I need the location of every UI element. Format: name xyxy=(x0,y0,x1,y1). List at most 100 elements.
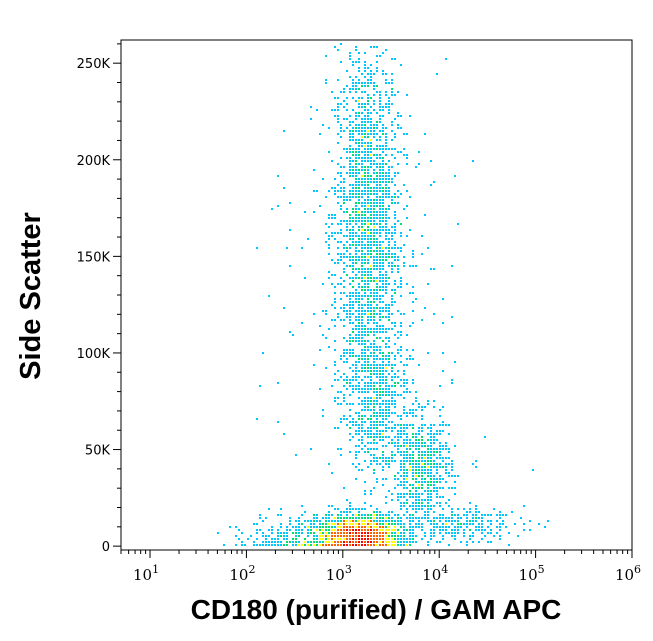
event-point xyxy=(376,430,378,432)
event-point xyxy=(364,229,366,231)
event-point xyxy=(376,217,378,219)
event-point xyxy=(361,118,363,120)
event-point xyxy=(391,235,393,237)
event-point xyxy=(358,313,360,315)
event-point xyxy=(355,337,357,339)
event-point xyxy=(346,97,348,99)
event-point xyxy=(349,517,351,519)
event-point xyxy=(358,322,360,324)
event-point xyxy=(373,334,375,336)
event-point xyxy=(241,544,243,546)
event-point xyxy=(376,478,378,480)
event-point xyxy=(427,511,429,513)
event-point xyxy=(388,490,390,492)
event-point xyxy=(364,235,366,237)
event-point xyxy=(370,277,372,279)
event-point xyxy=(268,295,270,297)
event-point xyxy=(334,187,336,189)
event-point xyxy=(394,376,396,378)
event-point xyxy=(448,457,450,459)
event-point xyxy=(364,538,366,540)
event-point xyxy=(385,532,387,534)
event-point xyxy=(403,391,405,393)
event-point xyxy=(373,232,375,234)
event-point xyxy=(490,514,492,516)
event-point xyxy=(385,187,387,189)
event-point xyxy=(370,268,372,270)
event-point xyxy=(367,166,369,168)
event-point xyxy=(385,229,387,231)
event-point xyxy=(373,526,375,528)
event-point xyxy=(367,157,369,159)
event-point xyxy=(349,139,351,141)
event-point xyxy=(346,265,348,267)
event-point xyxy=(352,364,354,366)
event-point xyxy=(388,232,390,234)
event-point xyxy=(322,535,324,537)
event-point xyxy=(328,514,330,516)
event-point xyxy=(406,391,408,393)
event-point xyxy=(295,520,297,522)
event-point xyxy=(358,70,360,72)
event-point xyxy=(361,160,363,162)
event-point xyxy=(397,163,399,165)
event-point xyxy=(361,166,363,168)
event-point xyxy=(358,427,360,429)
event-point xyxy=(418,502,420,504)
event-point xyxy=(457,529,459,531)
event-point xyxy=(433,478,435,480)
event-point xyxy=(373,391,375,393)
event-point xyxy=(397,370,399,372)
event-point xyxy=(376,163,378,165)
event-point xyxy=(430,532,432,534)
event-point xyxy=(385,253,387,255)
event-point xyxy=(367,142,369,144)
event-point xyxy=(388,517,390,519)
event-point xyxy=(391,256,393,258)
event-point xyxy=(352,175,354,177)
event-point xyxy=(391,376,393,378)
event-point xyxy=(328,271,330,273)
event-point xyxy=(406,235,408,237)
event-point xyxy=(379,271,381,273)
event-point xyxy=(364,103,366,105)
event-point xyxy=(358,184,360,186)
event-point xyxy=(448,463,450,465)
event-point xyxy=(355,163,357,165)
event-point xyxy=(355,250,357,252)
event-point xyxy=(274,544,276,546)
event-point xyxy=(349,247,351,249)
event-point xyxy=(382,283,384,285)
event-point xyxy=(427,448,429,450)
event-point xyxy=(397,541,399,543)
event-point xyxy=(358,439,360,441)
event-point xyxy=(388,364,390,366)
event-point xyxy=(355,301,357,303)
event-point xyxy=(358,106,360,108)
event-point xyxy=(367,136,369,138)
event-point xyxy=(376,481,378,483)
event-point xyxy=(322,532,324,534)
event-point xyxy=(259,544,261,546)
event-point xyxy=(379,319,381,321)
event-point xyxy=(439,514,441,516)
event-point xyxy=(349,115,351,117)
event-point xyxy=(376,388,378,390)
event-point xyxy=(409,520,411,522)
event-point xyxy=(340,103,342,105)
event-point xyxy=(421,487,423,489)
event-point xyxy=(445,481,447,483)
event-point xyxy=(376,253,378,255)
event-point xyxy=(403,544,405,546)
event-point xyxy=(421,415,423,417)
event-point xyxy=(331,541,333,543)
event-point xyxy=(367,271,369,273)
event-point xyxy=(331,535,333,537)
event-point xyxy=(361,235,363,237)
event-point xyxy=(325,337,327,339)
event-point xyxy=(379,184,381,186)
event-point xyxy=(358,385,360,387)
event-point xyxy=(355,433,357,435)
event-point xyxy=(427,517,429,519)
event-point xyxy=(322,526,324,528)
